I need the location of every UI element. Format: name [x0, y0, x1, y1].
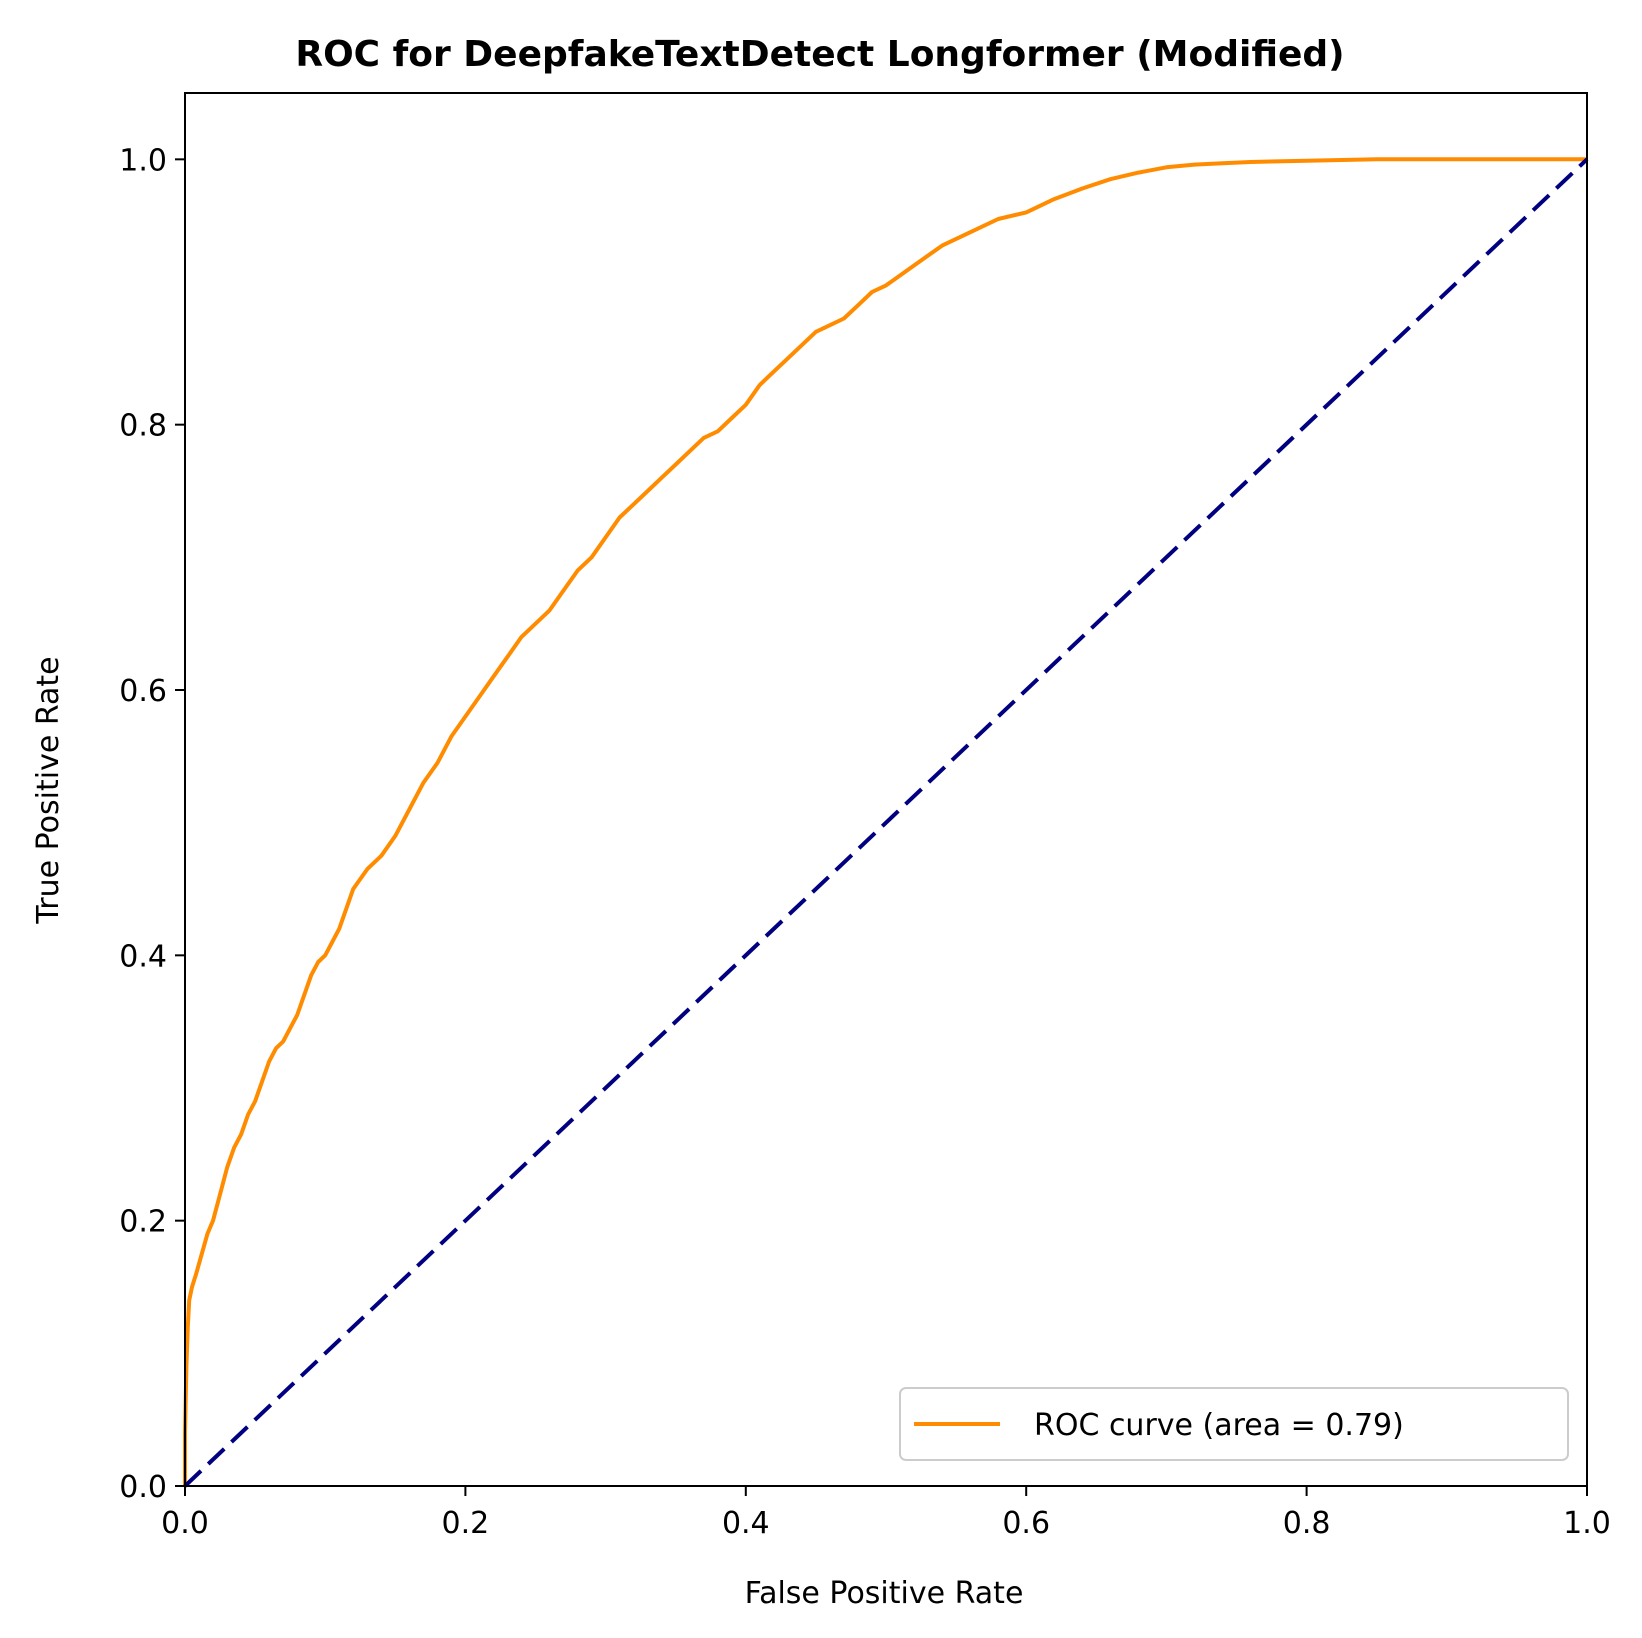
x-axis-ticks: 0.0 0.2 0.4 0.6 0.8 1.0 [161, 1486, 1611, 1541]
y-tick-label: 1.0 [119, 143, 167, 178]
x-tick-label: 1.0 [1563, 1506, 1611, 1541]
y-tick-label: 0.2 [119, 1205, 167, 1240]
y-tick-label: 0.4 [119, 939, 167, 974]
x-tick-label: 0.2 [442, 1506, 490, 1541]
y-tick-label: 0.6 [119, 674, 167, 709]
legend: ROC curve (area = 0.79) [899, 1387, 1569, 1461]
chart-title: ROC for DeepfakeTextDetect Longformer (M… [295, 34, 1344, 75]
x-tick-label: 0.0 [161, 1506, 209, 1541]
x-tick-label: 0.6 [1002, 1506, 1050, 1541]
y-tick-label: 0.8 [119, 409, 167, 444]
legend-box [899, 1387, 1569, 1461]
x-axis-label: False Positive Rate [745, 1576, 1024, 1611]
roc-curve-line [183, 157, 1587, 1486]
y-axis-label: True Positive Rate [31, 656, 66, 924]
x-tick-label: 0.4 [722, 1506, 770, 1541]
legend-label-roc-curve: ROC curve (area = 0.79) [1034, 1408, 1404, 1443]
y-tick-label: 0.0 [119, 1470, 167, 1505]
y-axis-ticks: 0.0 0.2 0.4 0.6 0.8 1.0 [119, 143, 185, 1505]
plot-area-frame [184, 92, 1588, 1487]
plot-curves [183, 157, 1589, 1488]
chance-diagonal-line [183, 157, 1589, 1488]
x-tick-label: 0.8 [1283, 1506, 1331, 1541]
